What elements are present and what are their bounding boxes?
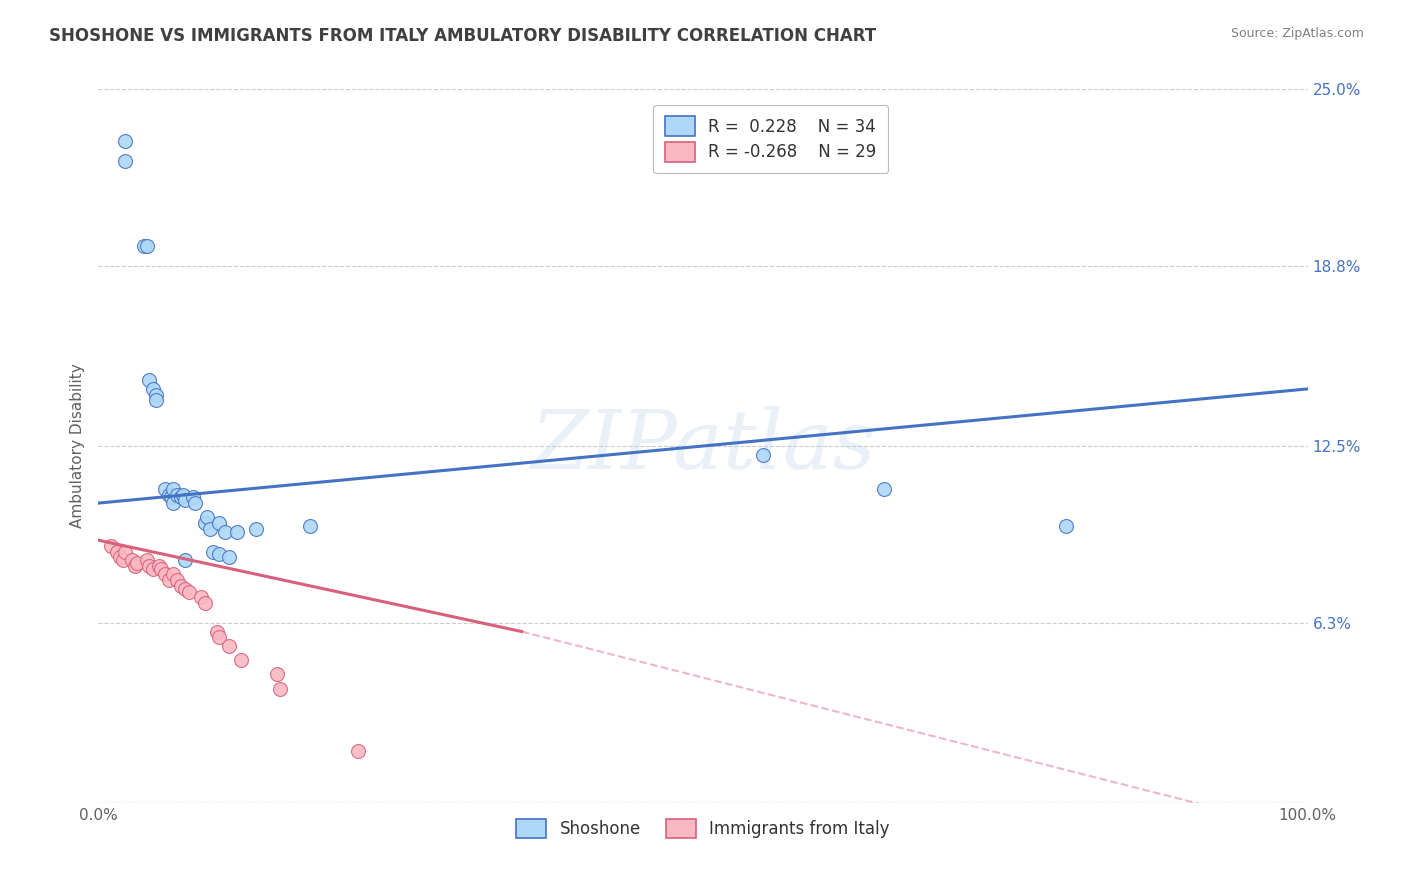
Point (145, 393, 167, 408)
Point (166, 573, 188, 587)
Point (208, 516, 231, 530)
Point (873, 482, 896, 496)
Point (166, 487, 188, 501)
Point (162, 567, 184, 582)
Point (214, 524, 236, 539)
Point (269, 681, 291, 696)
Point (135, 553, 157, 567)
Point (208, 548, 231, 562)
Point (218, 639, 240, 653)
Point (194, 596, 217, 610)
Point (145, 387, 167, 401)
Point (157, 573, 180, 587)
Point (124, 558, 146, 573)
Point (111, 553, 134, 567)
Text: Source: ZipAtlas.com: Source: ZipAtlas.com (1230, 27, 1364, 40)
Point (153, 482, 176, 496)
Point (160, 491, 183, 505)
Point (138, 558, 160, 573)
Point (208, 630, 231, 644)
Point (157, 487, 180, 501)
Point (184, 496, 207, 510)
Point (202, 544, 225, 558)
Point (169, 491, 191, 505)
Point (181, 491, 204, 505)
Point (198, 522, 221, 536)
Point (153, 567, 176, 582)
Point (752, 448, 775, 462)
Point (174, 553, 197, 567)
Text: SHOSHONE VS IMMIGRANTS FROM ITALY AMBULATORY DISABILITY CORRELATION CHART: SHOSHONE VS IMMIGRANTS FROM ITALY AMBULA… (49, 27, 876, 45)
Point (218, 550, 240, 565)
Point (127, 556, 149, 570)
Point (162, 496, 184, 510)
Point (121, 553, 143, 567)
Point (114, 153, 136, 168)
Point (226, 524, 249, 539)
Point (195, 510, 218, 524)
Point (1054, 519, 1077, 533)
Point (169, 579, 191, 593)
Point (142, 562, 165, 576)
Point (142, 382, 165, 396)
Point (174, 582, 197, 596)
Point (347, 744, 370, 758)
Point (138, 373, 160, 387)
Point (114, 134, 136, 148)
Point (229, 653, 252, 667)
Y-axis label: Ambulatory Disability: Ambulatory Disability (69, 364, 84, 528)
Point (134, 239, 156, 253)
Legend: Shoshone, Immigrants from Italy: Shoshone, Immigrants from Italy (509, 812, 897, 845)
Point (150, 562, 173, 576)
Point (108, 550, 131, 565)
Point (205, 624, 228, 639)
Point (174, 493, 197, 508)
Point (172, 487, 194, 501)
Point (114, 544, 136, 558)
Text: ZIPatlas: ZIPatlas (530, 406, 876, 486)
Point (162, 482, 184, 496)
Point (266, 667, 288, 681)
Point (105, 544, 128, 558)
Point (299, 519, 322, 533)
Point (100, 539, 122, 553)
Point (135, 239, 157, 253)
Point (245, 522, 267, 536)
Point (179, 584, 201, 599)
Point (190, 591, 212, 605)
Point (148, 558, 170, 573)
Point (194, 516, 217, 530)
